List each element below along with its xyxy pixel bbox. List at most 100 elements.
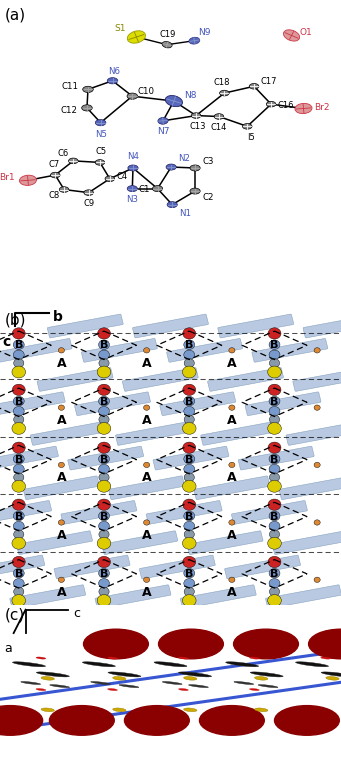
FancyBboxPatch shape — [180, 584, 256, 609]
Circle shape — [99, 568, 109, 578]
Circle shape — [184, 521, 195, 531]
Circle shape — [14, 530, 24, 539]
Text: c: c — [3, 335, 11, 349]
Circle shape — [97, 422, 111, 435]
Circle shape — [97, 537, 111, 549]
Circle shape — [12, 537, 26, 549]
Ellipse shape — [108, 672, 141, 677]
Text: A: A — [57, 415, 66, 428]
Text: A: A — [227, 357, 237, 370]
Circle shape — [99, 350, 109, 359]
Text: C13: C13 — [190, 122, 206, 131]
Circle shape — [199, 705, 264, 735]
Circle shape — [269, 578, 280, 588]
Ellipse shape — [36, 657, 46, 659]
Circle shape — [184, 530, 194, 539]
Circle shape — [99, 473, 109, 482]
Circle shape — [13, 578, 24, 588]
Circle shape — [183, 556, 196, 568]
Ellipse shape — [254, 677, 268, 680]
Text: B: B — [270, 511, 279, 521]
Circle shape — [99, 406, 109, 416]
Circle shape — [14, 415, 24, 424]
Circle shape — [99, 530, 109, 539]
Circle shape — [184, 568, 195, 578]
Ellipse shape — [250, 672, 283, 677]
FancyBboxPatch shape — [225, 555, 300, 579]
Ellipse shape — [249, 84, 259, 89]
Ellipse shape — [127, 93, 138, 99]
Circle shape — [184, 415, 194, 424]
Text: c: c — [73, 607, 80, 620]
Circle shape — [99, 415, 109, 424]
Text: B: B — [185, 454, 193, 464]
Ellipse shape — [83, 662, 115, 667]
Circle shape — [0, 705, 43, 735]
Circle shape — [99, 396, 109, 406]
Ellipse shape — [189, 37, 200, 44]
Text: C11: C11 — [62, 82, 79, 91]
FancyBboxPatch shape — [238, 446, 314, 470]
Ellipse shape — [50, 685, 70, 688]
Ellipse shape — [95, 119, 106, 126]
Ellipse shape — [59, 186, 69, 193]
Ellipse shape — [321, 657, 331, 659]
Circle shape — [12, 422, 26, 435]
Ellipse shape — [190, 165, 200, 171]
Ellipse shape — [295, 103, 312, 113]
Text: A: A — [142, 586, 151, 599]
Circle shape — [13, 406, 24, 416]
FancyBboxPatch shape — [272, 530, 341, 555]
Text: b: b — [53, 310, 63, 323]
Circle shape — [269, 511, 280, 521]
Circle shape — [13, 454, 24, 463]
Ellipse shape — [105, 176, 115, 182]
Ellipse shape — [162, 682, 182, 684]
Ellipse shape — [258, 685, 278, 688]
Circle shape — [98, 556, 110, 568]
Circle shape — [49, 705, 114, 735]
Circle shape — [229, 520, 235, 525]
Circle shape — [184, 464, 195, 474]
Circle shape — [184, 473, 194, 482]
Text: A: A — [57, 529, 66, 542]
Circle shape — [184, 340, 195, 349]
Circle shape — [98, 328, 110, 339]
Text: C7: C7 — [49, 160, 60, 169]
Text: C9: C9 — [84, 199, 95, 208]
Ellipse shape — [69, 158, 78, 164]
Circle shape — [13, 396, 24, 406]
FancyBboxPatch shape — [81, 339, 157, 362]
Circle shape — [268, 556, 281, 568]
Text: B: B — [270, 568, 279, 579]
Text: C4: C4 — [116, 172, 127, 181]
FancyBboxPatch shape — [0, 501, 51, 524]
Circle shape — [58, 348, 64, 353]
Circle shape — [268, 537, 281, 549]
Circle shape — [98, 499, 110, 511]
Circle shape — [58, 462, 64, 467]
Text: C8: C8 — [48, 191, 59, 200]
Ellipse shape — [127, 30, 146, 43]
Text: A: A — [142, 357, 151, 370]
Ellipse shape — [189, 685, 208, 688]
Circle shape — [12, 366, 26, 378]
Circle shape — [275, 705, 339, 735]
Circle shape — [184, 511, 195, 521]
Ellipse shape — [178, 657, 189, 659]
FancyBboxPatch shape — [17, 530, 92, 555]
Text: N3: N3 — [126, 196, 138, 204]
Circle shape — [269, 521, 280, 531]
Text: B: B — [15, 568, 23, 579]
Text: C3: C3 — [202, 158, 214, 167]
Text: A: A — [142, 472, 151, 485]
Text: A: A — [227, 472, 237, 485]
Text: N2: N2 — [178, 154, 190, 163]
Circle shape — [99, 340, 109, 349]
Circle shape — [58, 405, 64, 410]
Ellipse shape — [107, 657, 118, 659]
Ellipse shape — [214, 113, 224, 119]
Circle shape — [99, 521, 109, 531]
Circle shape — [14, 473, 24, 482]
Circle shape — [229, 405, 235, 410]
